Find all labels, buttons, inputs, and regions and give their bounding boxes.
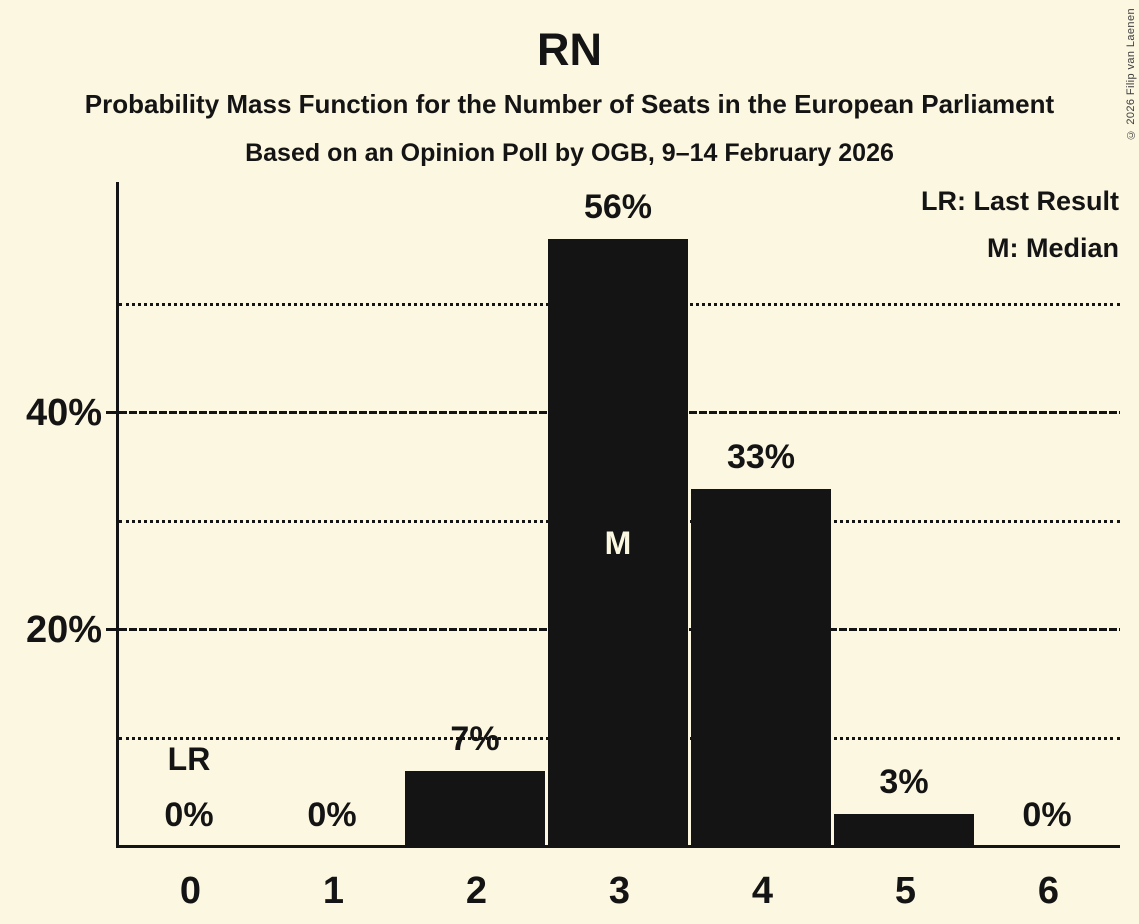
y-axis-tick-20 xyxy=(106,628,119,632)
bar-value-label-3: 56% xyxy=(583,188,653,227)
legend: LR: Last Result M: Median xyxy=(921,178,1119,272)
bar-value-label-4: 33% xyxy=(726,437,796,476)
bar-value-label-6: 0% xyxy=(1022,796,1072,834)
x-tick-label-5: 5 xyxy=(894,870,917,912)
annotation-lr-label: LR xyxy=(167,741,211,777)
legend-median-label: M: Median xyxy=(987,233,1119,263)
y-axis-tick-40 xyxy=(106,411,119,415)
y-tick-label-20: 20% xyxy=(25,608,102,651)
annotation-median-label: M xyxy=(604,525,632,562)
legend-last-result-label: LR: Last Result xyxy=(920,186,1119,216)
bar-value-label-1: 0% xyxy=(307,796,357,834)
x-tick-label-4: 4 xyxy=(751,870,774,912)
bar-seats-3 xyxy=(548,239,688,847)
bar-value-label-0: 0% xyxy=(164,796,214,834)
y-axis-line xyxy=(116,182,119,848)
x-tick-label-3: 3 xyxy=(608,870,631,912)
x-tick-label-2: 2 xyxy=(465,870,488,912)
bar-seats-2 xyxy=(405,771,545,847)
bar-seats-4 xyxy=(691,488,831,847)
copyright-notice: © 2026 Filip van Laenen xyxy=(1125,8,1137,141)
y-tick-label-40: 40% xyxy=(25,391,102,434)
chart-subtitle: Probability Mass Function for the Number… xyxy=(84,89,1055,119)
bar-value-label-5: 3% xyxy=(879,763,929,802)
x-tick-label-0: 0 xyxy=(179,870,202,912)
plot-area: 0% 0% 7% 56% 33% 3% 0% LR M xyxy=(119,182,1120,847)
x-tick-label-6: 6 xyxy=(1037,870,1060,912)
chart-title: RN xyxy=(537,24,602,75)
bar-seats-5 xyxy=(834,814,974,847)
x-tick-label-1: 1 xyxy=(322,870,345,912)
chart-source-line: Based on an Opinion Poll by OGB, 9–14 Fe… xyxy=(245,139,894,167)
bar-value-label-2: 7% xyxy=(450,720,500,759)
